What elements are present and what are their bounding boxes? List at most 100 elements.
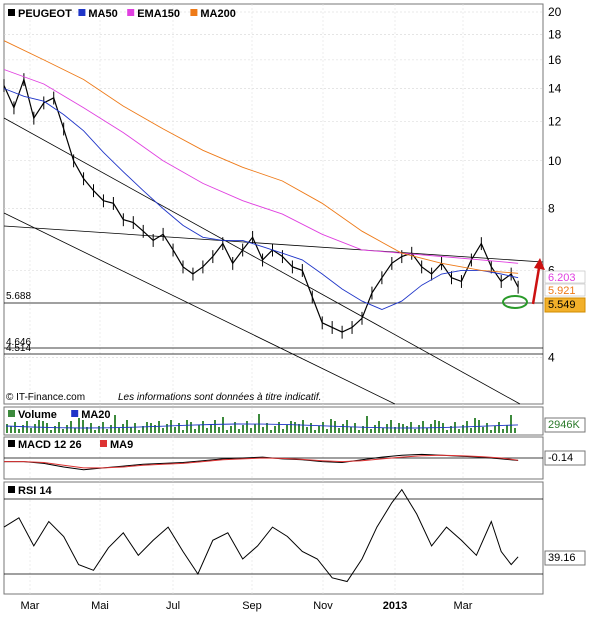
volume-bar <box>430 424 432 433</box>
volume-bar <box>442 423 444 433</box>
value-box <box>544 450 586 466</box>
y-tick-label: 12 <box>548 115 562 129</box>
trendline-channel-bottom <box>3 212 396 405</box>
volume-bar <box>70 421 72 433</box>
price-badge-bg <box>544 283 586 297</box>
legend-label: Volume <box>18 409 57 421</box>
volume-bar <box>402 424 404 433</box>
volume-bar <box>350 427 352 433</box>
volume-bar <box>310 423 312 433</box>
volume-bar <box>318 426 320 433</box>
volume-bar <box>126 420 128 433</box>
last-value: 2946K <box>548 419 580 431</box>
legend-label: MA9 <box>110 439 133 451</box>
volume-bar <box>246 421 248 433</box>
value-box <box>544 550 586 566</box>
volume-bar <box>306 427 308 433</box>
price-badge-bg <box>544 297 586 313</box>
volume-bar <box>178 423 180 433</box>
x-tick-label: Nov <box>313 600 333 612</box>
y-tick-label: 10 <box>548 154 562 168</box>
volume-bar <box>282 429 284 433</box>
volume-bar <box>186 420 188 433</box>
volume-bar <box>142 426 144 433</box>
disclaimer-label: Les informations sont données à titre in… <box>118 392 321 403</box>
volume-bar <box>230 426 232 433</box>
volume-bar <box>130 427 132 433</box>
volume-bar <box>298 424 300 433</box>
macd-signal-line <box>4 454 519 469</box>
price-badge: 5.921 <box>548 285 576 297</box>
volume-bar <box>286 425 288 433</box>
volume-bar <box>302 420 304 433</box>
volume-bar <box>514 428 516 433</box>
volume-bar <box>86 427 88 433</box>
volume-bar <box>62 429 64 433</box>
volume-bar <box>110 425 112 433</box>
volume-bar <box>10 426 12 433</box>
y-tick-label: 18 <box>548 28 562 42</box>
volume-bar <box>66 425 68 433</box>
volume-bar <box>238 429 240 433</box>
volume-bar <box>38 420 40 433</box>
volume-bar <box>506 425 508 433</box>
legend-label: MACD 12 26 <box>18 439 82 451</box>
volume-bar <box>174 427 176 433</box>
volume-bar <box>334 421 336 433</box>
trendlines <box>3 117 544 405</box>
x-tick-label: Jul <box>166 600 180 612</box>
volume-bar <box>358 430 360 433</box>
volume-bar <box>494 426 496 433</box>
x-axis: Mar Mai Jul Sep Nov 2013 Mar <box>21 600 473 612</box>
volume-bar <box>258 414 260 433</box>
volume-bar <box>394 427 396 433</box>
volume-bar <box>458 429 460 433</box>
last-value: -0.14 <box>548 452 573 464</box>
volume-bar <box>138 430 140 433</box>
volume-bar <box>290 421 292 433</box>
volume-ma20-line <box>5 423 519 429</box>
volume-bar <box>202 421 204 433</box>
volume-bar <box>242 425 244 433</box>
volume-bar <box>314 430 316 433</box>
volume-panel <box>3 406 544 436</box>
rsi-line <box>3 488 543 583</box>
level-label: 4.646 <box>6 337 31 348</box>
volume-bar <box>338 428 340 433</box>
volume-bar <box>370 429 372 433</box>
volume-bar <box>326 429 328 433</box>
legend-swatch <box>127 9 135 16</box>
legend-label: MA50 <box>88 8 117 20</box>
price-panel <box>3 3 544 405</box>
volume-bar <box>30 428 32 433</box>
volume-bar <box>54 426 56 433</box>
volume-bar <box>266 423 268 433</box>
legends: PEUGEOT MA50 EMA150 MA200 Volume MA20 MACD 12 … <box>8 8 236 497</box>
volume-bar <box>386 424 388 433</box>
legend-swatch <box>71 410 79 417</box>
rsi-panel <box>3 481 544 595</box>
volume-bar <box>6 424 8 433</box>
value-box <box>544 417 586 433</box>
volume-bar <box>50 430 52 433</box>
volume-bar <box>82 420 84 433</box>
price-badge-bg <box>544 270 586 284</box>
price-badge: 6.203 <box>548 272 576 284</box>
y-axis-ticks: 4 6 8 10 12 14 16 18 20 <box>548 5 562 364</box>
volume-bar <box>490 430 492 433</box>
volume-bar <box>262 427 264 433</box>
level-label: 4.514 <box>6 343 31 354</box>
highlight-ellipse <box>502 295 528 309</box>
y-tick-label: 16 <box>548 53 562 67</box>
up-arrow <box>531 267 541 305</box>
series-line-ma200 <box>3 40 519 274</box>
last-value: 39.16 <box>548 552 576 564</box>
volume-bar <box>270 430 272 433</box>
volume-bar <box>278 422 280 433</box>
volume-bar <box>250 428 252 433</box>
up-arrow-head <box>534 258 545 270</box>
volume-bar <box>354 423 356 433</box>
grid-layer <box>4 4 543 594</box>
